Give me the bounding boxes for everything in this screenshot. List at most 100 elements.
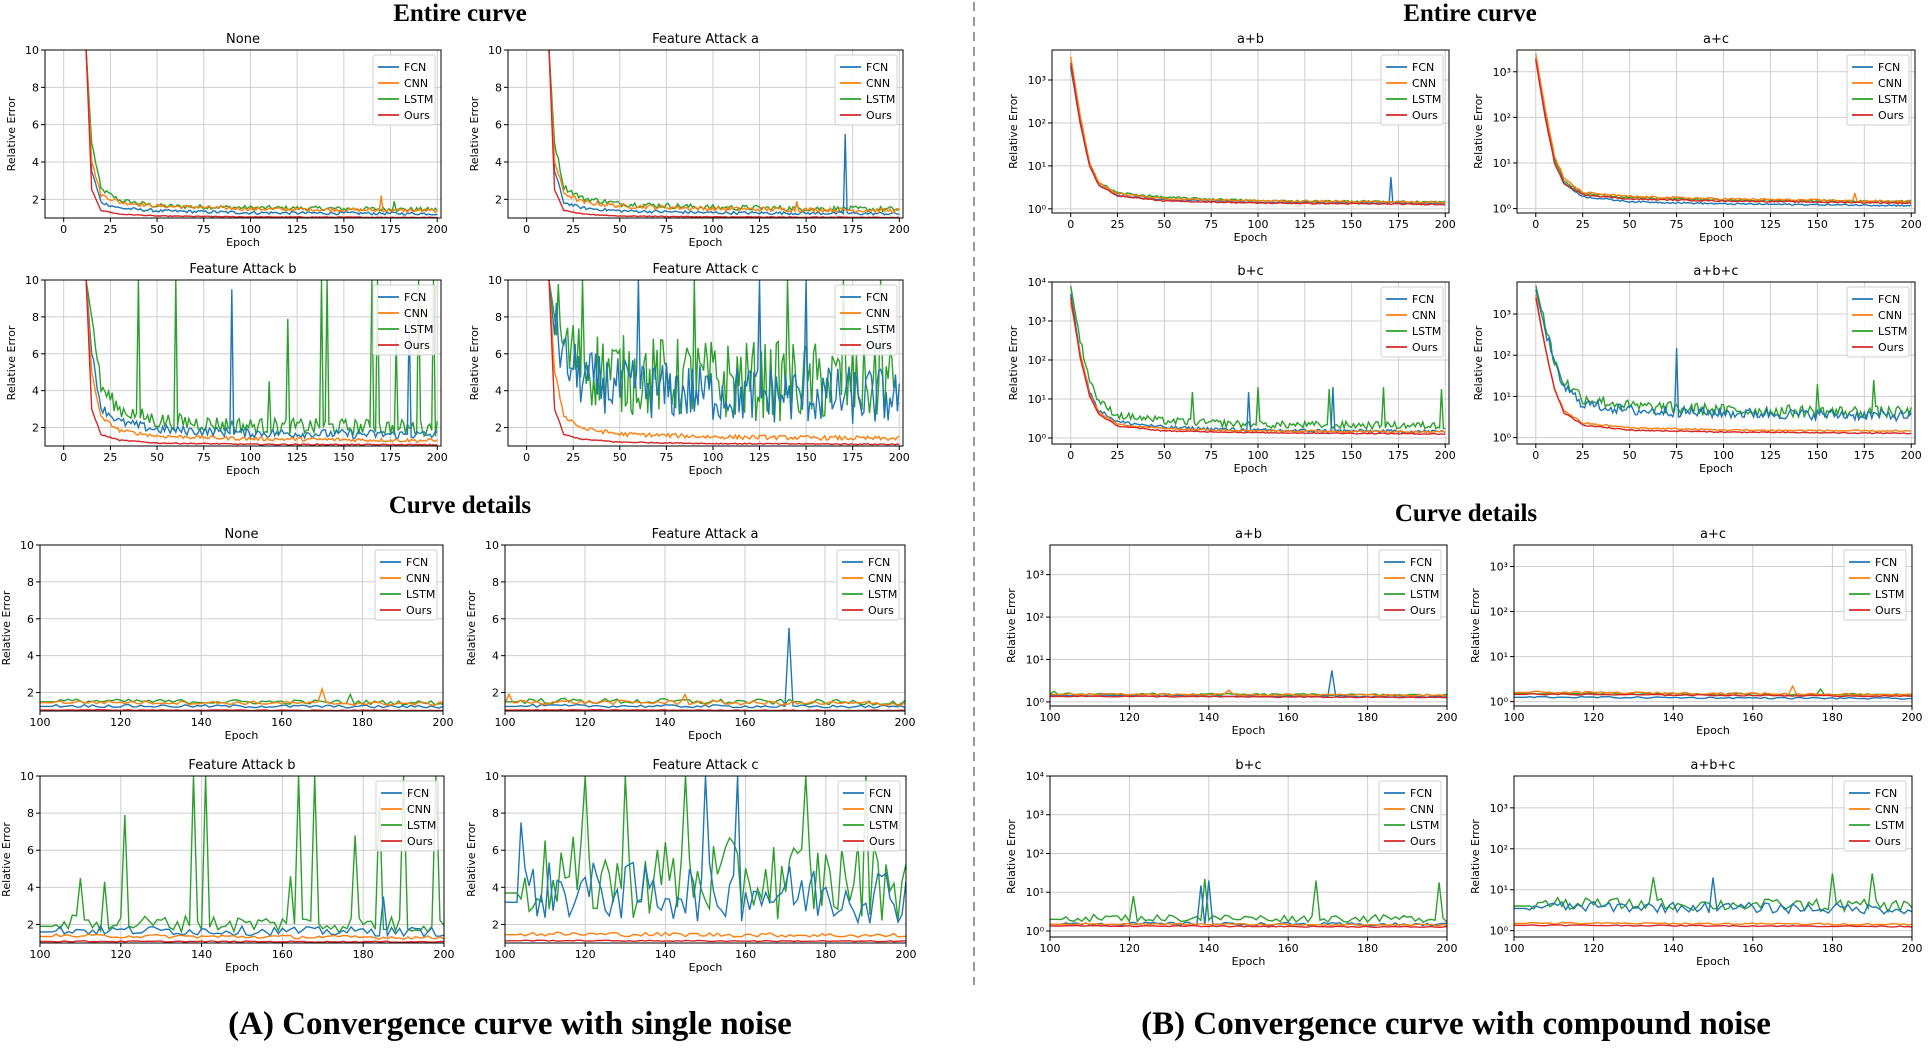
legend-box bbox=[1378, 780, 1442, 852]
y-tick-label: 10¹ bbox=[1493, 157, 1511, 170]
y-tick-label: 4 bbox=[492, 881, 499, 894]
legend-box bbox=[1843, 549, 1907, 621]
x-tick-label: 140 bbox=[655, 948, 676, 961]
x-tick-label: 75 bbox=[197, 223, 211, 236]
y-tick-label: 10³ bbox=[1493, 66, 1511, 79]
legend-label-lstm: LSTM bbox=[866, 93, 895, 106]
x-tick-label: 200 bbox=[889, 223, 910, 236]
chart-title: Feature Attack c bbox=[652, 262, 758, 277]
x-tick-label: 100 bbox=[495, 716, 516, 729]
x-tick-label: 150 bbox=[1341, 449, 1362, 462]
legend-label-cnn: CNN bbox=[1410, 803, 1434, 816]
legend-label-fcn: FCN bbox=[1412, 293, 1434, 306]
x-tick-label: 120 bbox=[1583, 942, 1604, 955]
y-axis-label: Relative Error bbox=[1472, 325, 1485, 400]
x-tick-label: 200 bbox=[1435, 218, 1456, 231]
y-tick-label: 10 bbox=[485, 539, 499, 552]
series-line-lstm bbox=[85, 50, 438, 213]
y-tick-label: 2 bbox=[32, 193, 39, 206]
series-line-ours bbox=[1070, 297, 1446, 436]
chart-8: 100 120 140 160 180 200 2 4 6 8 10 Feature Attack c… bbox=[465, 758, 917, 974]
plot-frame bbox=[1513, 544, 1913, 707]
x-tick-label: 160 bbox=[1742, 942, 1763, 955]
x-tick-label: 125 bbox=[1294, 218, 1315, 231]
legend-label-ours: Ours bbox=[1412, 341, 1438, 354]
series-line-fcn bbox=[40, 896, 444, 939]
y-tick-label: 6 bbox=[32, 119, 39, 132]
y-tick-label: 10⁰ bbox=[1028, 432, 1047, 445]
legend-box bbox=[836, 549, 900, 621]
legend-label-cnn: CNN bbox=[407, 803, 431, 816]
x-axis-label: Epoch bbox=[1696, 955, 1730, 968]
x-axis-label: Epoch bbox=[688, 729, 722, 742]
chart-2: 0 25 50 75 100 125 150 175 200 2 4 6 8 10 Feature Atta… bbox=[468, 32, 910, 249]
x-tick-label: 180 bbox=[1822, 942, 1843, 955]
legend-label-ours: Ours bbox=[869, 835, 895, 848]
x-tick-label: 50 bbox=[1623, 449, 1637, 462]
legend: FCN CNN LSTM Ours bbox=[1378, 780, 1442, 852]
plot-frame bbox=[504, 775, 907, 944]
plot-frame bbox=[39, 544, 444, 712]
legend: FCN CNN LSTM Ours bbox=[834, 54, 898, 126]
x-tick-label: 125 bbox=[287, 451, 308, 464]
y-axis-label: Relative Error bbox=[1007, 94, 1020, 169]
x-tick-label: 0 bbox=[523, 223, 530, 236]
legend-label-fcn: FCN bbox=[868, 556, 890, 569]
x-tick-label: 100 bbox=[702, 451, 723, 464]
x-tick-label: 150 bbox=[1807, 449, 1828, 462]
x-tick-label: 25 bbox=[566, 223, 580, 236]
x-tick-label: 160 bbox=[1742, 711, 1763, 724]
x-tick-label: 0 bbox=[1067, 449, 1074, 462]
x-axis-label: Epoch bbox=[225, 729, 259, 742]
x-axis-label: Epoch bbox=[225, 961, 259, 974]
x-tick-label: 120 bbox=[110, 948, 131, 961]
legend-label-ours: Ours bbox=[1875, 604, 1901, 617]
x-tick-label: 75 bbox=[659, 451, 673, 464]
y-tick-label: 10¹ bbox=[1028, 160, 1046, 173]
legend-box bbox=[1378, 549, 1442, 621]
x-tick-label: 100 bbox=[495, 948, 516, 961]
y-tick-label: 10² bbox=[1026, 847, 1044, 860]
series-line-ours bbox=[85, 280, 438, 446]
legend-label-ours: Ours bbox=[1875, 835, 1901, 848]
y-tick-label: 10³ bbox=[1026, 569, 1044, 582]
y-tick-label: 4 bbox=[27, 881, 34, 894]
chart-4: 0 25 50 75 100 125 150 175 200 2 4 6 8 10 Feature Atta… bbox=[468, 262, 910, 477]
series-line-ours bbox=[548, 280, 900, 446]
y-tick-label: 6 bbox=[495, 348, 502, 361]
chart-title: b+c bbox=[1235, 758, 1261, 773]
x-tick-label: 150 bbox=[1341, 218, 1362, 231]
chart-title: a+b+c bbox=[1690, 758, 1735, 773]
series-line-cnn bbox=[1070, 302, 1446, 434]
legend: FCN CNN LSTM Ours bbox=[837, 780, 901, 852]
legend-label-cnn: CNN bbox=[866, 77, 890, 90]
plot-frame bbox=[504, 544, 906, 712]
x-tick-label: 175 bbox=[380, 451, 401, 464]
x-tick-label: 100 bbox=[240, 451, 261, 464]
x-tick-label: 100 bbox=[702, 223, 723, 236]
y-tick-label: 6 bbox=[27, 613, 34, 626]
x-tick-label: 140 bbox=[1663, 942, 1684, 955]
legend-label-lstm: LSTM bbox=[406, 588, 435, 601]
y-tick-label: 10² bbox=[1490, 606, 1508, 619]
chart-title: a+c bbox=[1703, 32, 1729, 47]
y-tick-label: 10³ bbox=[1493, 308, 1511, 321]
legend-label-fcn: FCN bbox=[404, 291, 426, 304]
x-tick-label: 200 bbox=[896, 948, 917, 961]
series-line-ours bbox=[85, 50, 438, 218]
legend-label-ours: Ours bbox=[407, 835, 433, 848]
x-tick-label: 125 bbox=[1760, 449, 1781, 462]
x-tick-label: 0 bbox=[1067, 218, 1074, 231]
x-tick-label: 160 bbox=[1278, 942, 1299, 955]
right-curve-details-title: Curve details bbox=[1395, 500, 1538, 527]
plot-frame bbox=[1049, 775, 1448, 938]
panel-b-caption: (B) Convergence curve with compound nois… bbox=[1141, 1006, 1771, 1042]
x-tick-label: 75 bbox=[197, 451, 211, 464]
y-axis-label: Relative Error bbox=[5, 325, 18, 400]
series-line-fcn bbox=[505, 776, 906, 925]
x-tick-label: 175 bbox=[1388, 218, 1409, 231]
x-tick-label: 200 bbox=[1435, 449, 1456, 462]
legend-label-lstm: LSTM bbox=[868, 588, 897, 601]
y-tick-label: 8 bbox=[495, 311, 502, 324]
series-line-ours bbox=[40, 940, 444, 943]
